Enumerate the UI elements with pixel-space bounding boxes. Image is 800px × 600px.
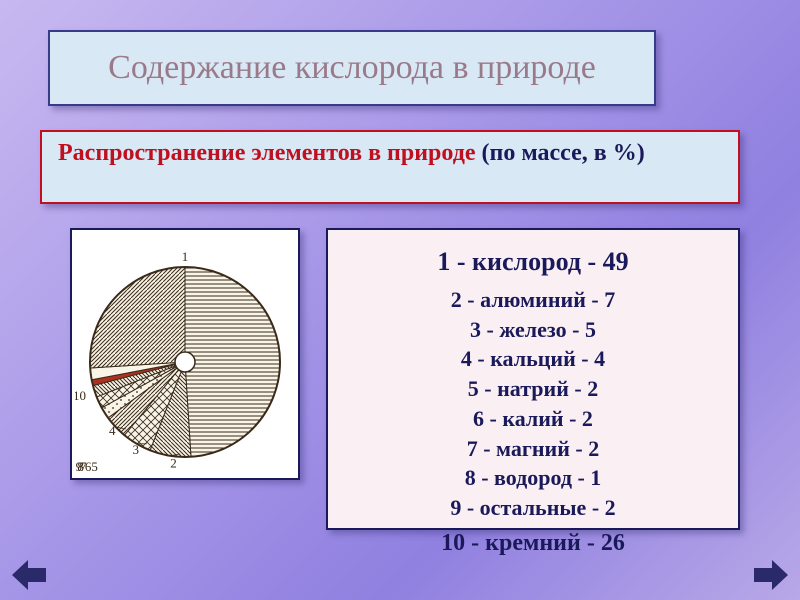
prev-arrow-icon <box>12 560 46 590</box>
svg-text:9: 9 <box>76 459 83 474</box>
svg-text:5: 5 <box>91 459 98 474</box>
title-box: Содержание кислорода в природе <box>48 30 656 106</box>
page-title: Содержание кислорода в природе <box>108 49 596 87</box>
legend-row: 5 - натрий - 2 <box>338 374 728 404</box>
legend-row: 2 - алюминий - 7 <box>338 285 728 315</box>
legend-row: 6 - калий - 2 <box>338 404 728 434</box>
pie-chart: 12345678910 <box>75 234 295 474</box>
legend-row: 7 - магний - 2 <box>338 434 728 464</box>
pie-chart-box: 12345678910 <box>70 228 300 480</box>
legend-row: 8 - водород - 1 <box>338 463 728 493</box>
svg-text:2: 2 <box>170 456 177 471</box>
subtitle-box: Распространение элементов в природе (по … <box>40 130 740 204</box>
svg-text:4: 4 <box>109 423 116 438</box>
legend-first: 1 - кислород - 49 <box>338 244 728 279</box>
svg-text:3: 3 <box>133 442 140 457</box>
next-button[interactable] <box>754 560 788 590</box>
legend-row: 3 - железо - 5 <box>338 315 728 345</box>
legend-row: 4 - кальций - 4 <box>338 344 728 374</box>
svg-text:10: 10 <box>75 388 86 403</box>
next-arrow-icon <box>754 560 788 590</box>
subtitle-main: Распространение элементов в природе <box>58 140 476 166</box>
legend-row: 9 - остальные - 2 <box>338 493 728 523</box>
prev-button[interactable] <box>12 560 46 590</box>
legend-box: 1 - кислород - 49 2 - алюминий - 73 - же… <box>326 228 740 530</box>
legend-last: 10 - кремний - 26 <box>338 527 728 559</box>
subtitle-tail: (по массе, в %) <box>476 140 645 166</box>
svg-text:1: 1 <box>182 249 189 264</box>
legend-list: 2 - алюминий - 73 - железо - 54 - кальци… <box>338 285 728 523</box>
